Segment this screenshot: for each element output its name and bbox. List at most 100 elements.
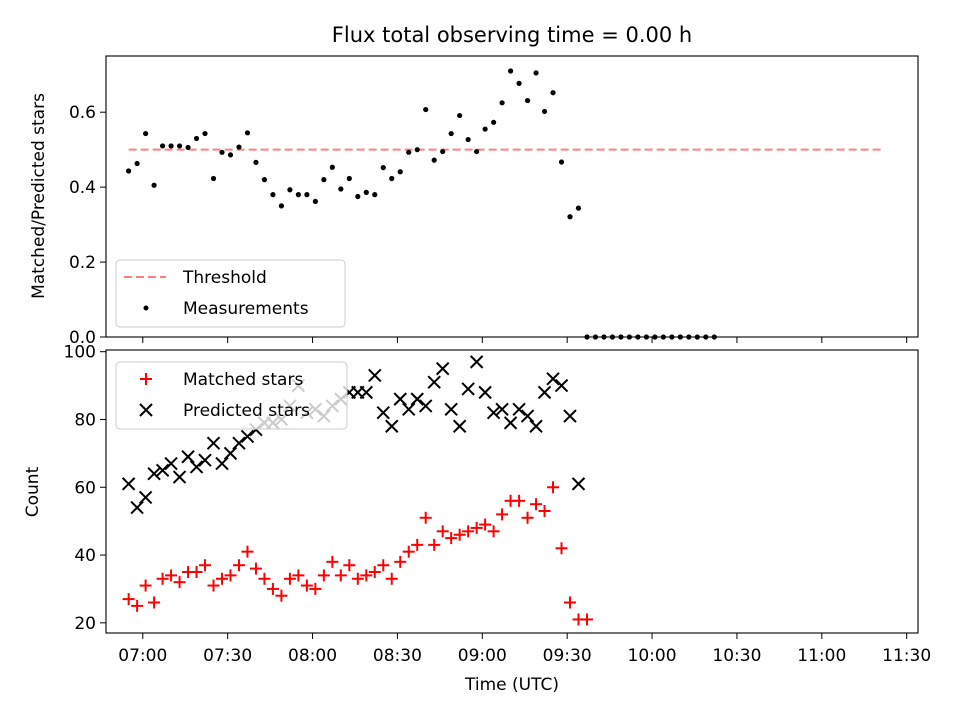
measurement-point [270, 192, 276, 198]
measurement-point [524, 97, 531, 104]
matched-star-point [283, 572, 296, 585]
legend-predicted-label: Predicted stars [183, 401, 310, 421]
bottom-y-axis-label: Count [23, 466, 43, 517]
matched-star-point [555, 542, 568, 555]
matched-star-point [216, 572, 228, 585]
matched-star-point [538, 504, 551, 517]
measurement-point [372, 192, 378, 198]
predicted-star-point [215, 456, 229, 471]
predicted-star-point [444, 402, 458, 417]
legend-threshold-label: Threshold [182, 268, 267, 288]
top-y-tick-label: 0.6 [69, 103, 96, 123]
matched-star-point [190, 565, 203, 578]
predicted-star-point [512, 402, 526, 417]
matched-star-point [445, 532, 458, 545]
measurement-point [236, 144, 242, 150]
matched-star-point [496, 508, 509, 521]
top-points-layer [126, 68, 717, 340]
bottom-legend: Matched stars Predicted stars [115, 361, 348, 430]
bottom-y-tick-label: 20 [74, 614, 96, 634]
predicted-star-stroke-b [546, 372, 560, 386]
predicted-star-stroke-b [410, 392, 424, 406]
matched-star-point [266, 582, 279, 595]
measurement-point [143, 130, 149, 137]
predicted-star-stroke-b [435, 361, 450, 376]
matched-star-point [275, 589, 288, 602]
predicted-star-stroke-b [402, 402, 416, 417]
predicted-star-stroke-b [452, 419, 467, 433]
matched-star-point [351, 572, 364, 585]
predicted-star-point [181, 450, 195, 464]
predicted-star-stroke-b [164, 456, 178, 471]
measurement-point [329, 164, 335, 170]
predicted-star-stroke-b [232, 436, 246, 450]
measurement-point [210, 175, 217, 182]
predicted-star-stroke-b [529, 419, 543, 433]
predicted-star-point [571, 477, 586, 491]
matched-star-point [165, 569, 178, 582]
predicted-star-point [206, 436, 221, 450]
matched-star-point [139, 579, 152, 592]
matched-star-point [377, 559, 390, 572]
measurement-point [151, 182, 157, 188]
measurement-point [261, 177, 268, 183]
measurement-point [168, 143, 174, 149]
legend-predicted-swatch [139, 403, 153, 417]
matched-star-point [470, 521, 483, 534]
matched-star-point [580, 613, 593, 626]
measurement-point [380, 165, 386, 171]
measurement-point [253, 159, 259, 166]
matched-star-point [334, 569, 347, 582]
top-legend-box [115, 259, 346, 328]
top-y-axis: 0.0 0.2 0.4 0.6 [69, 103, 106, 348]
bottom-x-axis: 07:00 07:30 08:00 08:30 09:00 09:30 10:00 10:30… [118, 633, 931, 666]
top-y-tick-label: 0.4 [69, 178, 96, 198]
bottom-y-axis: 20 40 60 80 100 [64, 343, 106, 634]
measurement-point [338, 186, 344, 192]
measurement-point [440, 148, 446, 155]
bottom-x-tick-label: 07:00 [118, 646, 167, 666]
predicted-star-stroke-b [427, 375, 441, 389]
predicted-star-stroke-b [461, 382, 475, 396]
matched-star-point [547, 481, 560, 494]
bottom-x-tick-label: 09:30 [543, 646, 592, 666]
measurement-point [567, 214, 573, 220]
measurement-point [304, 192, 310, 198]
matched-star-point [428, 538, 441, 551]
matched-star-point [530, 498, 543, 511]
matched-star-point [479, 518, 492, 531]
bottom-x-tick-label: 08:30 [373, 646, 422, 666]
predicted-star-stroke-b [444, 402, 458, 417]
predicted-star-stroke-b [520, 409, 535, 423]
predicted-star-point [503, 416, 518, 430]
bottom-axes-frame [105, 349, 919, 634]
predicted-star-point [478, 385, 492, 400]
predicted-star-point [359, 385, 373, 400]
bottom-x-tick-label: 08:00 [288, 646, 337, 666]
measurement-point [355, 193, 361, 200]
matched-star-point [199, 559, 212, 572]
predicted-star-point [410, 392, 424, 406]
measurement-point [219, 149, 225, 155]
matched-star-point [224, 569, 237, 582]
measurement-point [185, 144, 191, 151]
matched-star-point [462, 525, 475, 538]
matched-star-point [394, 555, 407, 568]
matched-star-point [419, 511, 432, 524]
predicted-star-stroke-b [385, 419, 399, 433]
measurement-point [431, 157, 437, 163]
measurement-point [126, 168, 132, 174]
predicted-star-point [402, 402, 416, 417]
legend-matched-label: Matched stars [183, 370, 303, 390]
predicted-star-stroke-b [215, 456, 229, 471]
predicted-star-point [368, 368, 382, 383]
measurement-point [414, 147, 420, 153]
predicted-star-point [189, 460, 204, 474]
predicted-star-point [147, 466, 161, 481]
predicted-star-point [495, 402, 509, 417]
top-axes-frame [105, 55, 919, 338]
legend-measurements-label: Measurements [183, 299, 309, 319]
matched-star-point [564, 596, 576, 609]
predicted-star-point [461, 382, 475, 396]
matched-star-point [402, 545, 415, 558]
